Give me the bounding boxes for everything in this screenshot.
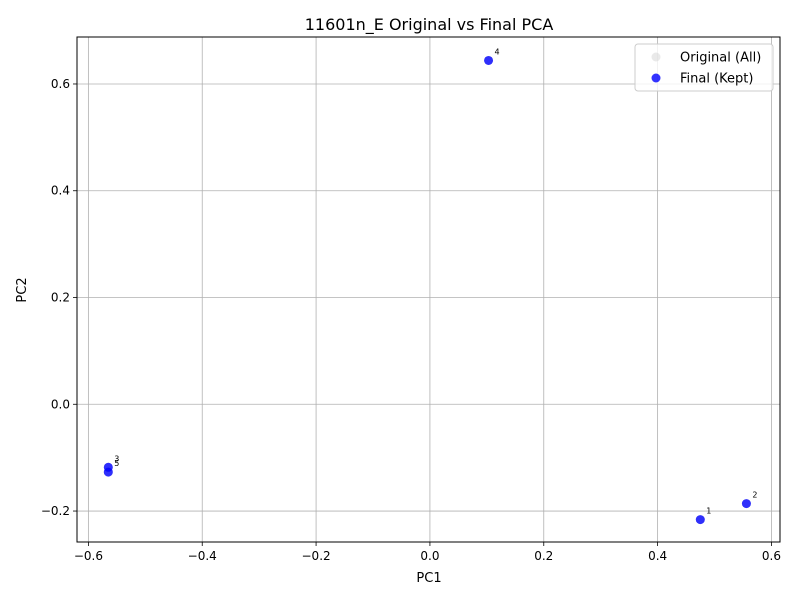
data-point [695, 515, 705, 525]
data-point [741, 499, 751, 509]
point-label: 4 [495, 47, 500, 56]
data-point [484, 55, 494, 65]
legend-marker [651, 52, 661, 62]
legend-label: Final (Kept) [680, 72, 753, 87]
point-label: 5 [114, 459, 119, 468]
x-tick-label: 0.6 [762, 549, 781, 563]
y-axis-label: PC2 [15, 277, 30, 302]
x-tick-label: 0.4 [648, 549, 667, 563]
point-label: 1 [706, 507, 711, 516]
y-tick-label: 0.0 [51, 397, 70, 411]
x-tick-label: 0.2 [534, 549, 553, 563]
points-layer [103, 55, 751, 525]
legend-label: Original (All) [680, 51, 761, 66]
y-tick-label: 0.2 [51, 291, 70, 305]
plot-frame [76, 36, 781, 543]
x-tick-label: −0.6 [74, 549, 103, 563]
point-label: 3 [114, 454, 119, 463]
x-axis-label: PC1 [416, 571, 441, 586]
legend-marker [651, 73, 661, 83]
y-tick-label: 0.4 [51, 184, 70, 198]
legend-box [634, 43, 774, 92]
y-tick-label: −0.2 [41, 504, 70, 518]
y-tick-label: 0.6 [51, 77, 70, 91]
ticks-layer: −0.6 −0.4 −0.2 0.0 0.2 0.4 0.6 −0.2 0.0 0.2 0.4 0.6 [41, 77, 781, 563]
data-point [103, 467, 113, 477]
legend: Original (All) Final (Kept) [634, 43, 774, 92]
x-tick-label: 0.0 [420, 549, 439, 563]
x-tick-label: −0.2 [302, 549, 331, 563]
x-tick-label: −0.4 [188, 549, 217, 563]
grid-layer [77, 37, 780, 542]
point-label: 2 [752, 491, 757, 500]
point-labels-layer: 1 2 3 4 5 [114, 47, 757, 515]
chart-title: 11601n_E Original vs Final PCA [305, 15, 554, 35]
